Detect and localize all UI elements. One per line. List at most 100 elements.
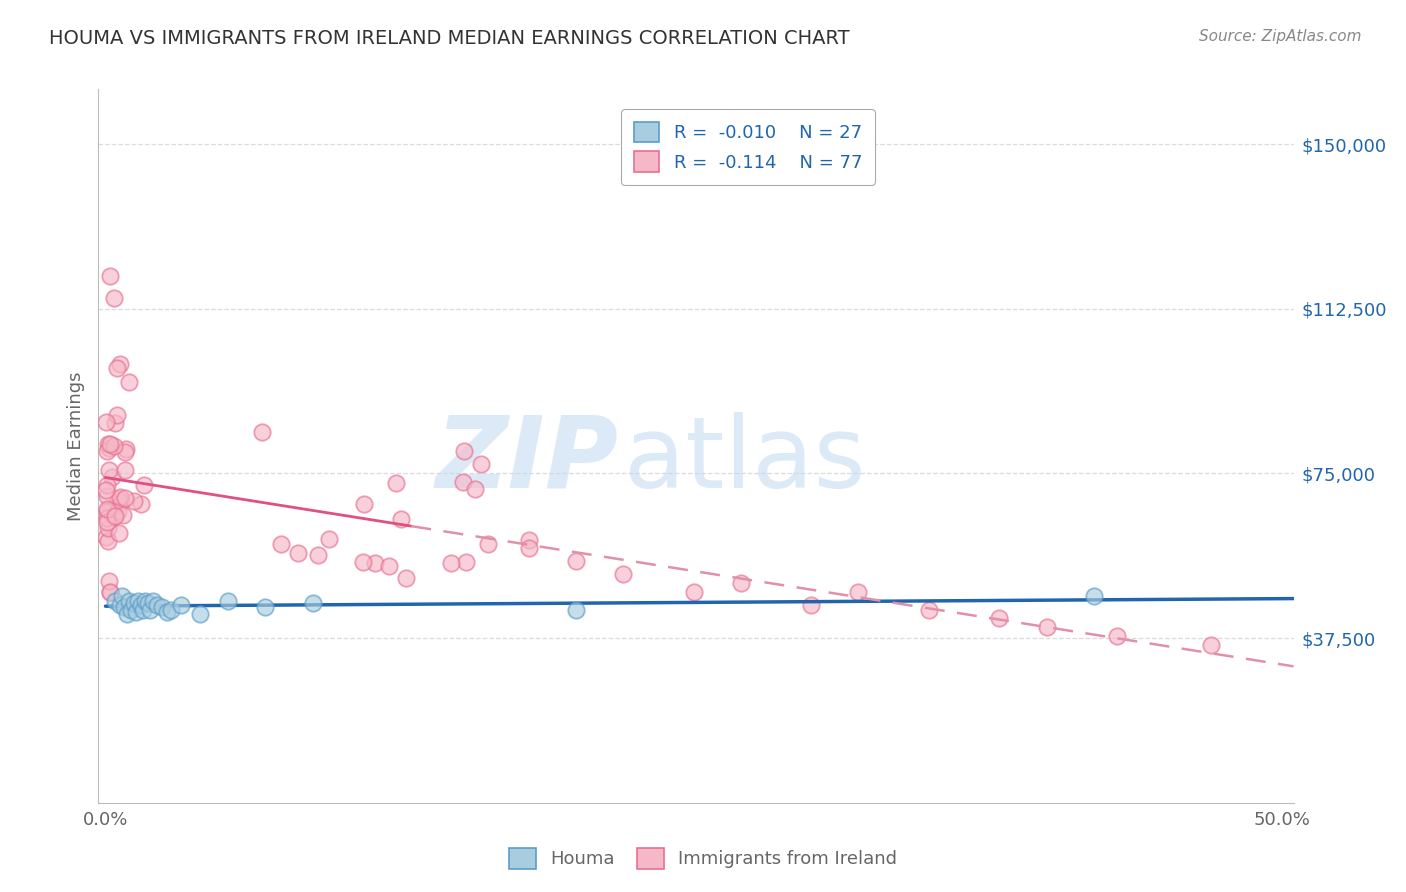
Y-axis label: Median Earnings: Median Earnings [66, 371, 84, 521]
Point [122, 596, 145, 610]
Point [94, 531, 117, 545]
Point [1083, 590, 1105, 604]
Point [98, 585, 121, 599]
Point [107, 491, 129, 506]
Point [108, 598, 131, 612]
Point [800, 598, 823, 612]
Point [98, 585, 121, 599]
Point [125, 605, 148, 619]
Point [129, 598, 152, 612]
Point [250, 425, 273, 440]
Point [160, 602, 183, 616]
Point [451, 475, 474, 490]
Point [124, 494, 146, 508]
Point [96, 504, 118, 518]
Point [464, 482, 486, 496]
Point [682, 585, 704, 599]
Point [477, 536, 499, 550]
Point [352, 555, 374, 569]
Point [1035, 620, 1057, 634]
Point [517, 533, 540, 547]
Point [385, 476, 408, 491]
Point [96, 521, 118, 535]
Point [612, 567, 634, 582]
Point [364, 557, 387, 571]
Point [103, 509, 125, 524]
Point [105, 409, 128, 423]
Point [96, 415, 118, 429]
Point [110, 495, 132, 509]
Point [456, 556, 478, 570]
Point [103, 500, 125, 515]
Point [136, 596, 159, 610]
Point [97, 436, 120, 450]
Point [730, 576, 752, 591]
Point [108, 526, 131, 541]
Point [98, 503, 121, 517]
Point [188, 607, 211, 621]
Point [217, 594, 239, 608]
Point [132, 602, 155, 616]
Point [114, 491, 136, 505]
Point [97, 533, 120, 548]
Point [104, 508, 127, 523]
Point [141, 594, 163, 608]
Point [132, 478, 155, 492]
Point [118, 375, 141, 389]
Point [97, 441, 120, 455]
Point [318, 533, 340, 547]
Point [96, 510, 118, 524]
Point [146, 598, 169, 612]
Point [97, 574, 120, 588]
Point [98, 268, 121, 283]
Point [395, 571, 418, 585]
Point [389, 512, 412, 526]
Point [111, 590, 134, 604]
Point [139, 602, 162, 616]
Point [307, 548, 329, 562]
Point [1199, 638, 1222, 652]
Point [96, 515, 118, 529]
Point [114, 445, 136, 459]
Point [96, 483, 118, 498]
Point [114, 463, 136, 477]
Point [440, 557, 463, 571]
Point [134, 594, 156, 608]
Point [517, 541, 540, 555]
Point [104, 416, 127, 430]
Point [1107, 629, 1129, 643]
Point [104, 594, 127, 608]
Text: ZIP: ZIP [436, 412, 619, 508]
Legend: Houma, Immigrants from Ireland: Houma, Immigrants from Ireland [502, 840, 904, 876]
Point [270, 537, 292, 551]
Point [96, 502, 118, 516]
Text: Source: ZipAtlas.com: Source: ZipAtlas.com [1198, 29, 1361, 44]
Point [112, 508, 135, 523]
Point [301, 596, 323, 610]
Legend: R =  -0.010    N = 27, R =  -0.114    N = 77: R = -0.010 N = 27, R = -0.114 N = 77 [621, 109, 875, 185]
Point [170, 598, 193, 612]
Text: HOUMA VS IMMIGRANTS FROM IRELAND MEDIAN EARNINGS CORRELATION CHART: HOUMA VS IMMIGRANTS FROM IRELAND MEDIAN … [49, 29, 849, 47]
Point [115, 607, 138, 621]
Text: atlas: atlas [624, 412, 866, 508]
Point [120, 602, 142, 616]
Point [96, 489, 118, 503]
Point [105, 361, 128, 376]
Point [108, 490, 131, 504]
Point [846, 585, 869, 599]
Point [107, 504, 129, 518]
Point [565, 554, 588, 568]
Point [118, 594, 141, 608]
Point [112, 600, 135, 615]
Point [96, 444, 118, 458]
Point [353, 497, 375, 511]
Point [254, 600, 277, 615]
Point [108, 357, 131, 371]
Point [98, 437, 121, 451]
Point [565, 602, 588, 616]
Point [96, 478, 118, 492]
Point [453, 444, 475, 458]
Point [378, 558, 401, 573]
Point [129, 497, 152, 511]
Point [470, 457, 492, 471]
